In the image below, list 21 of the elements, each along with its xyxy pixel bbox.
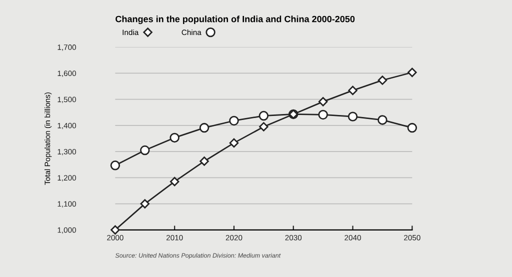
point <box>318 97 328 106</box>
point <box>348 112 358 122</box>
point <box>110 225 120 235</box>
point <box>229 116 239 126</box>
point <box>318 110 328 120</box>
point <box>200 156 209 166</box>
point <box>408 68 417 78</box>
point <box>140 145 150 156</box>
point <box>258 110 269 121</box>
point <box>229 138 239 148</box>
point <box>407 122 418 133</box>
point <box>170 176 180 186</box>
point <box>140 199 150 208</box>
point <box>378 76 388 85</box>
point <box>199 122 210 133</box>
chart-title: Changes in the population of India and China 2000-2050 <box>116 16 355 24</box>
point <box>110 160 120 170</box>
point <box>348 86 358 96</box>
point <box>170 132 180 143</box>
point <box>378 115 388 125</box>
point <box>259 122 268 132</box>
